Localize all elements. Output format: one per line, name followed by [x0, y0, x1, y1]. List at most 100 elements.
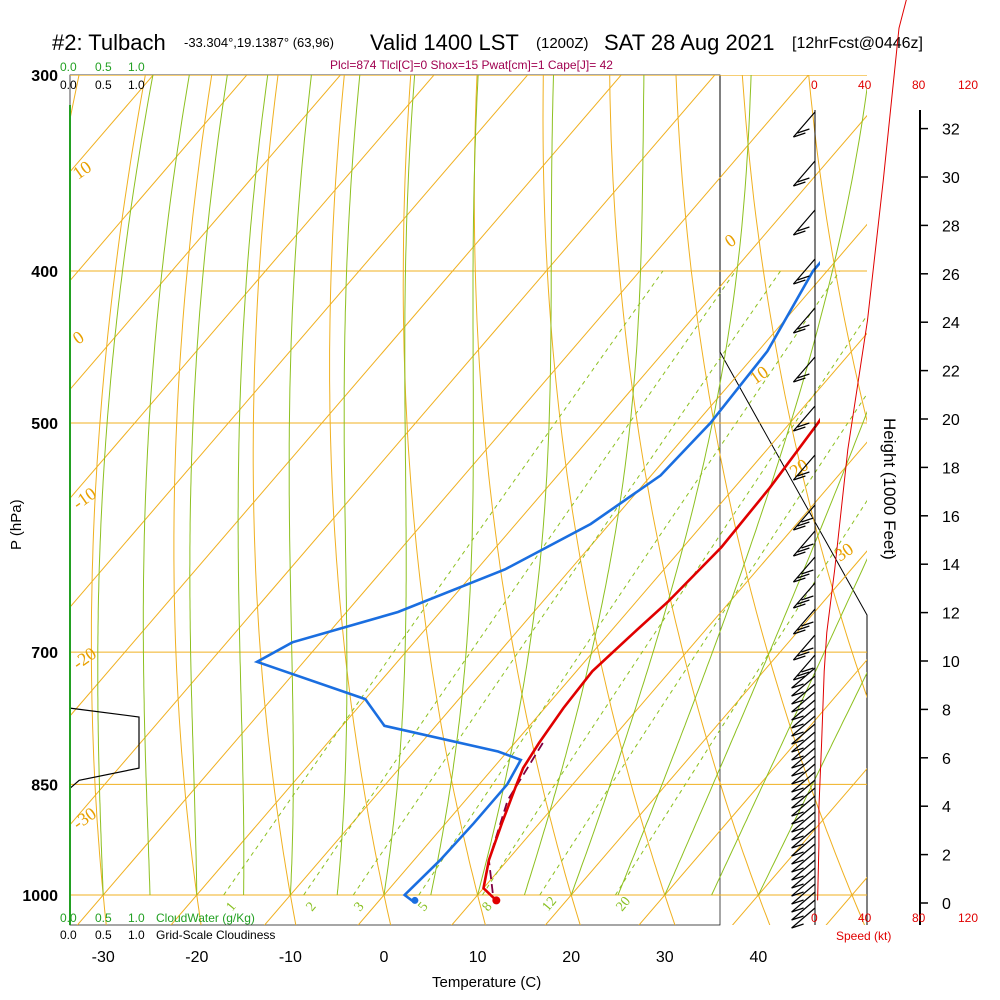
moist-adiabat-line	[523, 75, 645, 896]
wind-barbs	[791, 111, 816, 929]
wind-barb-feather	[791, 819, 804, 825]
wind-barb-feather	[791, 715, 804, 721]
isotherm-line	[731, 767, 867, 925]
wind-barb	[791, 771, 816, 793]
height-tick-label: 26	[942, 267, 960, 284]
dry-adiabat-line	[542, 75, 676, 925]
sounding-lines	[253, 260, 820, 905]
moist-adiabat-line	[189, 75, 228, 896]
wind-barb-feather	[793, 426, 806, 432]
moist-adiabat-line	[383, 75, 416, 896]
wind-barb-staff	[792, 356, 816, 383]
wind-barb-staff	[792, 405, 816, 432]
isotherm-line	[263, 223, 867, 925]
isotherm-line	[70, 75, 622, 717]
height-tick-label: 8	[942, 702, 951, 719]
dry-adiabat-line	[173, 75, 213, 925]
wind-barb	[791, 699, 816, 721]
wind-barb	[792, 356, 816, 383]
wind-barb-feather	[791, 699, 804, 705]
wind-barb-staff	[791, 827, 816, 849]
thermo-grid	[70, 0, 1000, 941]
wind-barb-staff	[792, 504, 816, 531]
wind-barb-feather	[797, 599, 810, 605]
dry-adiabat-line	[741, 75, 867, 699]
wind-barb	[791, 779, 816, 801]
speed-tick-bottom: 40	[858, 911, 872, 925]
wind-barb-feather	[791, 859, 804, 865]
cloudiness-label: Grid-Scale Cloudiness	[156, 928, 275, 942]
mixing-ratio-line	[539, 393, 867, 896]
cloudiness-tick-bottom: 1.0	[128, 928, 145, 942]
wind-barb	[792, 454, 816, 481]
wind-barb-staff	[791, 891, 816, 913]
height-tick-label: 0	[942, 896, 951, 913]
wind-barb	[791, 851, 816, 873]
dry-adiabat-line	[329, 75, 392, 925]
plot-frame	[69, 74, 721, 926]
wind-barb-feather	[797, 625, 810, 631]
dry-adiabat-label: -30	[69, 803, 100, 833]
wind-barb-feather	[791, 907, 804, 913]
isotherm-line	[70, 75, 529, 608]
wind-barb-staff	[791, 859, 816, 881]
height-tick-label: 12	[942, 606, 960, 623]
wind-barb-staff	[791, 747, 816, 769]
speed-tick-bottom: 120	[958, 911, 978, 925]
wind-barb	[791, 683, 816, 705]
wind-barb-feather	[797, 177, 810, 183]
wind-barb	[791, 731, 816, 753]
wind-barb-feather	[791, 923, 804, 929]
cloudwater-tick-top: 0.0	[60, 60, 77, 74]
wind-barb-feather	[791, 707, 804, 713]
wind-barb-staff	[791, 899, 816, 921]
isotherm-line	[357, 332, 867, 925]
dry-adiabat-line	[675, 75, 866, 925]
wind-barb-feather	[791, 867, 804, 873]
height-tick-label: 10	[942, 654, 960, 671]
wind-barb-feather	[797, 128, 810, 134]
speed-legends: 0 40 80 120 0 40 80 120 Speed (kt)	[811, 78, 978, 943]
speed-line	[817, 0, 907, 901]
isotherm-line	[451, 441, 867, 925]
moist-adiabat-line	[477, 75, 555, 896]
speed-tick-top: 40	[858, 78, 872, 92]
cloudiness-tick-top: 1.0	[128, 78, 145, 92]
speed-tick-top: 0	[811, 78, 818, 92]
wind-barb-staff	[791, 715, 816, 737]
wind-barb	[791, 691, 816, 713]
isotherm-line	[544, 550, 867, 925]
wind-barb-feather	[791, 835, 804, 841]
wind-barb	[791, 675, 816, 697]
dry-adiabat-line	[923, 0, 1000, 941]
wind-barb-staff	[792, 454, 816, 481]
wind-barb-staff	[792, 556, 816, 583]
isotherm-line	[70, 75, 342, 391]
height-tick-label: 16	[942, 509, 960, 526]
mixing-ratio-line	[223, 270, 664, 896]
temperature-tick-label: -20	[185, 949, 208, 966]
wind-barb	[791, 867, 816, 889]
temperature-tick-label: 20	[562, 949, 580, 966]
wind-barb	[791, 667, 816, 689]
cloudiness-tick-top: 0.5	[95, 78, 112, 92]
wind-barb-feather	[791, 899, 804, 905]
wind-barb-staff	[791, 699, 816, 721]
wind-barb-feather	[793, 132, 806, 138]
height-tick-label: 24	[942, 315, 960, 332]
wind-barb	[791, 739, 816, 761]
speed-profile	[817, 0, 907, 901]
wind-barb-staff	[791, 667, 816, 689]
wind-barb	[791, 715, 816, 737]
wind-barb-feather	[791, 843, 804, 849]
isotherm-line	[70, 75, 154, 173]
pressure-tick-label: 850	[31, 777, 58, 794]
height-tick-label: 18	[942, 460, 960, 477]
wind-barb-staff	[791, 819, 816, 841]
wind-barb	[792, 111, 816, 138]
moist-adiabat-line	[336, 75, 361, 896]
isotherm-line	[70, 75, 248, 282]
wind-barb	[792, 654, 816, 681]
moist-adiabat-line	[570, 75, 752, 896]
temperature-tick-label: 0	[380, 949, 389, 966]
